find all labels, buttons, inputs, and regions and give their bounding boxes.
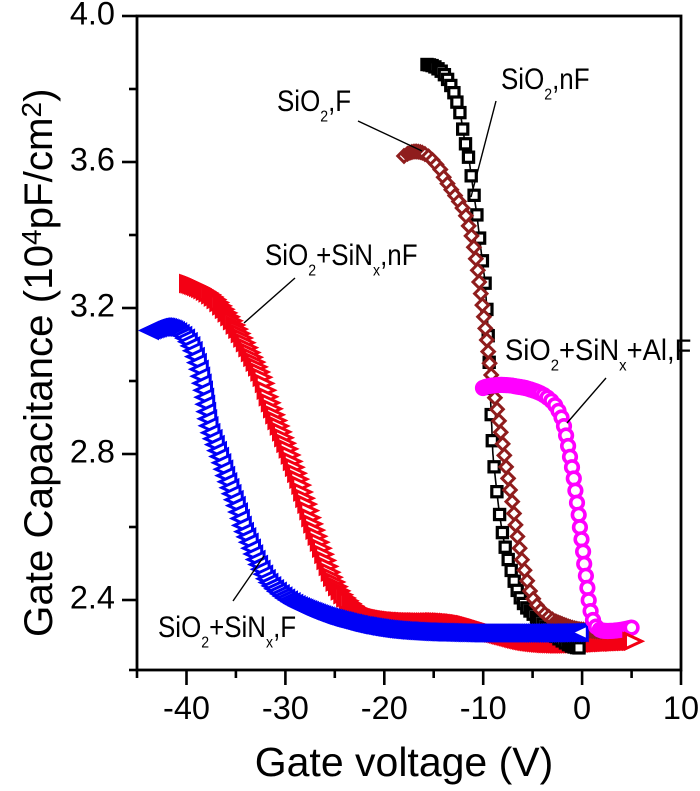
svg-text:3.6: 3.6 — [70, 142, 115, 178]
svg-text:2.8: 2.8 — [70, 434, 115, 470]
svg-text:0: 0 — [573, 690, 591, 726]
svg-text:Gate Capacitance (104pF/cm2): Gate Capacitance (104pF/cm2) — [16, 88, 61, 637]
svg-text:-30: -30 — [262, 690, 309, 726]
svg-text:4.0: 4.0 — [70, 0, 115, 32]
svg-text:10: 10 — [663, 690, 699, 726]
svg-text:-20: -20 — [361, 690, 408, 726]
svg-text:SiO2+SiNx,F: SiO2+SiNx,F — [158, 610, 296, 651]
svg-text:-40: -40 — [163, 690, 210, 726]
svg-text:3.2: 3.2 — [70, 288, 115, 324]
svg-text:SiO2,F: SiO2,F — [277, 84, 351, 125]
svg-text:2.4: 2.4 — [70, 580, 115, 616]
svg-text:SiO2+SiNx+Al,F: SiO2+SiNx+Al,F — [505, 334, 691, 375]
svg-text:Gate voltage (V): Gate voltage (V) — [255, 739, 554, 785]
svg-text:SiO2+SiNx,nF: SiO2+SiNx,nF — [265, 238, 418, 279]
svg-text:-10: -10 — [460, 690, 507, 726]
svg-text:SiO2,nF: SiO2,nF — [501, 62, 590, 103]
